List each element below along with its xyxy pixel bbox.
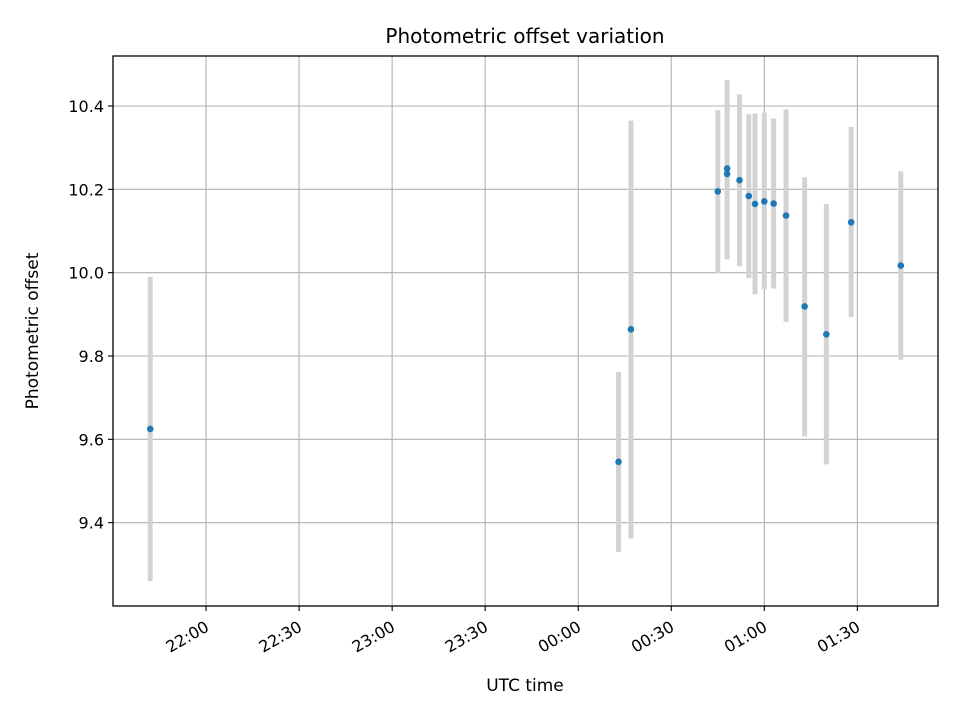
y-axis-label: Photometric offset <box>23 252 43 409</box>
y-tick-label: 9.8 <box>79 347 104 366</box>
data-point <box>745 192 753 200</box>
y-tick-label: 9.4 <box>79 514 104 533</box>
data-point <box>897 262 905 269</box>
data-point <box>801 303 808 310</box>
data-point <box>770 200 777 207</box>
y-tick-label: 10.2 <box>68 180 104 199</box>
data-point <box>736 176 743 184</box>
data-point <box>782 212 790 219</box>
data-point <box>751 200 759 208</box>
data-point <box>714 188 722 195</box>
y-tick-label: 9.6 <box>79 430 104 449</box>
data-point <box>615 458 622 466</box>
y-axis-ticks: 9.4 9.6 9.8 10.0 10.2 10.4 <box>68 97 113 533</box>
plot-frame <box>112 55 939 607</box>
y-tick-label: 10.4 <box>68 97 104 116</box>
x-axis-label: UTC time <box>486 676 564 696</box>
data-point <box>723 170 731 178</box>
data-point <box>627 326 635 333</box>
data-point <box>723 165 731 172</box>
data-point <box>146 425 154 433</box>
grid <box>113 56 938 606</box>
chart-title: Photometric offset variation <box>385 24 664 48</box>
data-point <box>823 331 830 338</box>
data-points <box>146 165 905 466</box>
data-point <box>761 198 768 205</box>
y-tick-label: 10.0 <box>68 264 104 283</box>
data-point <box>847 218 855 226</box>
